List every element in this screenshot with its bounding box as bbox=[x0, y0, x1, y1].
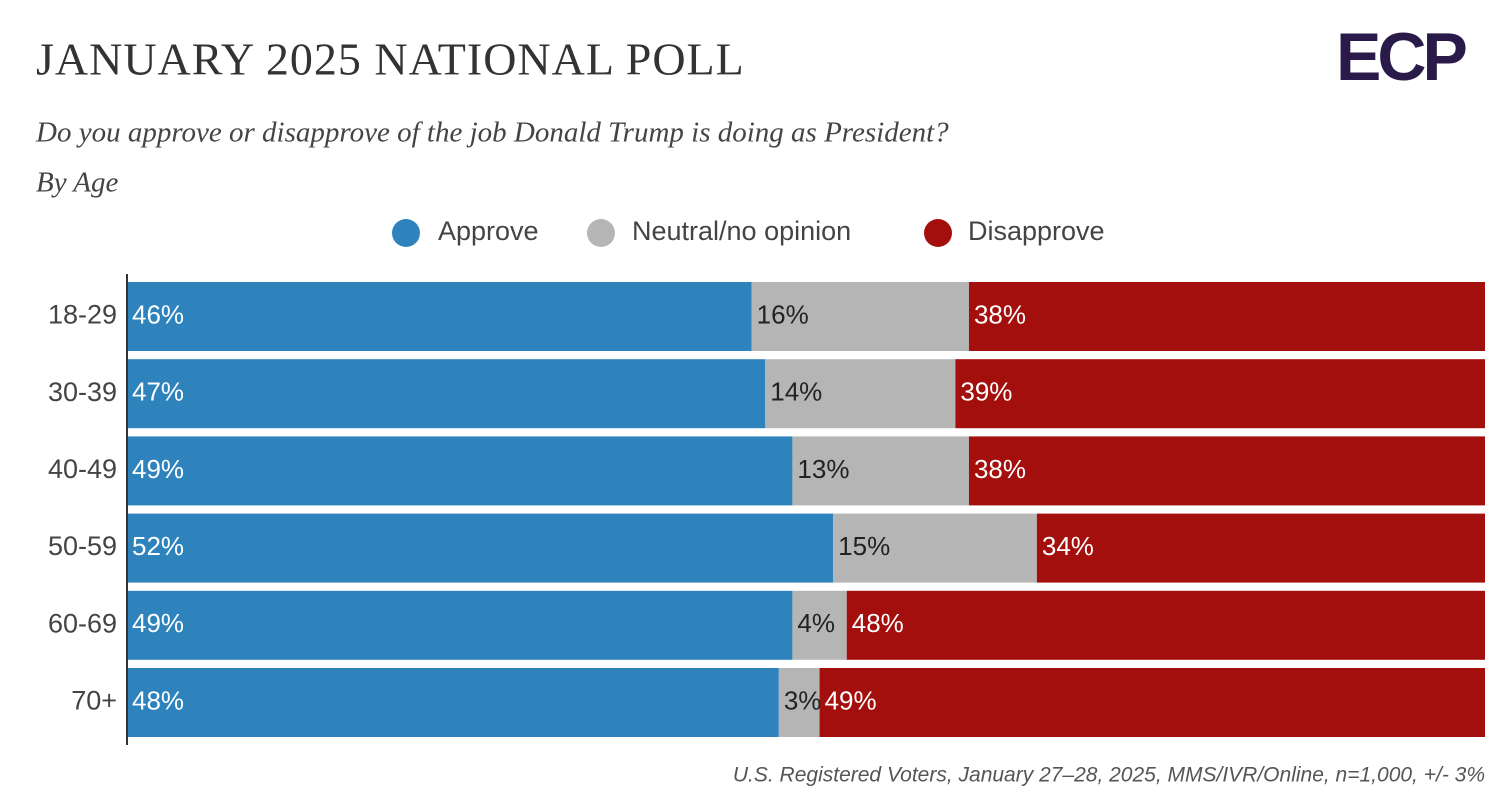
data-label: 52% bbox=[132, 531, 184, 561]
data-label: 49% bbox=[132, 454, 184, 484]
bar-segment bbox=[968, 436, 1485, 506]
legend-swatch bbox=[392, 219, 420, 247]
bar-segment bbox=[778, 668, 820, 737]
legend-label: Approve bbox=[438, 216, 539, 246]
bar-segment bbox=[765, 359, 956, 429]
data-label: 13% bbox=[797, 454, 849, 484]
data-label: 48% bbox=[132, 685, 184, 715]
data-label: 4% bbox=[797, 608, 835, 638]
bar-segment bbox=[1036, 513, 1485, 583]
footnote: U.S. Registered Voters, January 27–28, 2… bbox=[733, 764, 1485, 787]
bar-segment bbox=[846, 590, 1485, 660]
y-tick-label: 60-69 bbox=[48, 608, 117, 638]
data-label: 16% bbox=[757, 299, 809, 329]
legend-swatch bbox=[587, 219, 615, 247]
y-tick-label: 18-29 bbox=[48, 300, 117, 330]
chart-title: JANUARY 2025 NATIONAL POLL bbox=[36, 34, 745, 85]
bar-segment bbox=[127, 590, 793, 660]
y-tick-label: 30-39 bbox=[48, 377, 117, 407]
data-label: 49% bbox=[132, 608, 184, 638]
y-tick-label: 70+ bbox=[71, 686, 117, 716]
bar-segment bbox=[127, 668, 779, 737]
y-tick-label: 40-49 bbox=[48, 454, 117, 484]
data-label: 34% bbox=[1042, 531, 1094, 561]
data-label: 46% bbox=[132, 299, 184, 329]
data-label: 38% bbox=[974, 299, 1026, 329]
bar-segment bbox=[751, 282, 969, 351]
legend-label: Neutral/no opinion bbox=[632, 216, 851, 246]
data-label: 39% bbox=[960, 377, 1012, 407]
bar-segment bbox=[792, 436, 969, 506]
bar-segment bbox=[127, 282, 752, 351]
data-label: 38% bbox=[974, 454, 1026, 484]
data-label: 47% bbox=[132, 377, 184, 407]
data-label: 14% bbox=[770, 377, 822, 407]
legend-label: Disapprove bbox=[968, 216, 1105, 246]
bar-segment bbox=[792, 590, 847, 660]
logo: ECP bbox=[1336, 19, 1466, 95]
bar-segment bbox=[833, 513, 1037, 583]
bar-segment bbox=[819, 668, 1485, 737]
chart-subtitle: By Age bbox=[36, 167, 119, 199]
bar-segment bbox=[968, 282, 1485, 351]
chart-subtitle: Do you approve or disapprove of the job … bbox=[35, 117, 949, 149]
bar-segment bbox=[127, 359, 766, 429]
y-tick-label: 50-59 bbox=[48, 531, 117, 561]
bar-segment bbox=[955, 359, 1485, 429]
plot-area bbox=[127, 282, 1485, 737]
bar-segment bbox=[127, 513, 834, 583]
data-label: 48% bbox=[852, 608, 904, 638]
data-label: 15% bbox=[838, 531, 890, 561]
bar-segment bbox=[127, 436, 793, 506]
data-label: 3% bbox=[784, 685, 822, 715]
legend-swatch bbox=[924, 219, 952, 247]
data-label: 49% bbox=[825, 685, 877, 715]
